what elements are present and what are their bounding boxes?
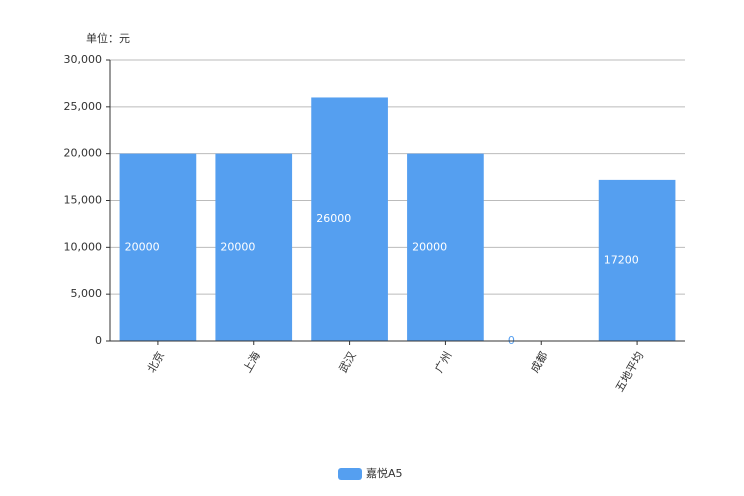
value-label: 20000 — [220, 240, 255, 253]
x-tick-label: 成都 — [528, 350, 550, 376]
bar — [119, 153, 197, 341]
bar — [407, 153, 484, 341]
bar — [215, 153, 293, 341]
y-tick-label: 5,000 — [71, 287, 103, 300]
legend-label: 嘉悦A5 — [366, 466, 403, 480]
y-tick-label: 20,000 — [64, 147, 103, 160]
x-tick-label: 武汉 — [337, 350, 359, 376]
y-tick-label: 10,000 — [64, 240, 103, 253]
legend-swatch — [338, 468, 362, 480]
value-label: 20000 — [125, 240, 160, 253]
value-label: 26000 — [316, 212, 351, 225]
y-tick-label: 0 — [95, 334, 102, 347]
y-tick-label: 15,000 — [64, 194, 103, 207]
x-tick-label: 五地平均 — [613, 350, 646, 395]
value-label: 20000 — [412, 240, 447, 253]
y-tick-label: 25,000 — [64, 100, 103, 113]
bar — [311, 97, 388, 341]
y-tick-label: 30,000 — [64, 53, 103, 66]
value-label: 17200 — [604, 253, 639, 266]
x-tick-label: 上海 — [240, 349, 263, 375]
x-tick-label: 广州 — [432, 350, 454, 376]
unit-label: 单位：元 — [86, 31, 130, 45]
x-tick-label: 北京 — [144, 349, 167, 375]
bar — [598, 179, 676, 341]
